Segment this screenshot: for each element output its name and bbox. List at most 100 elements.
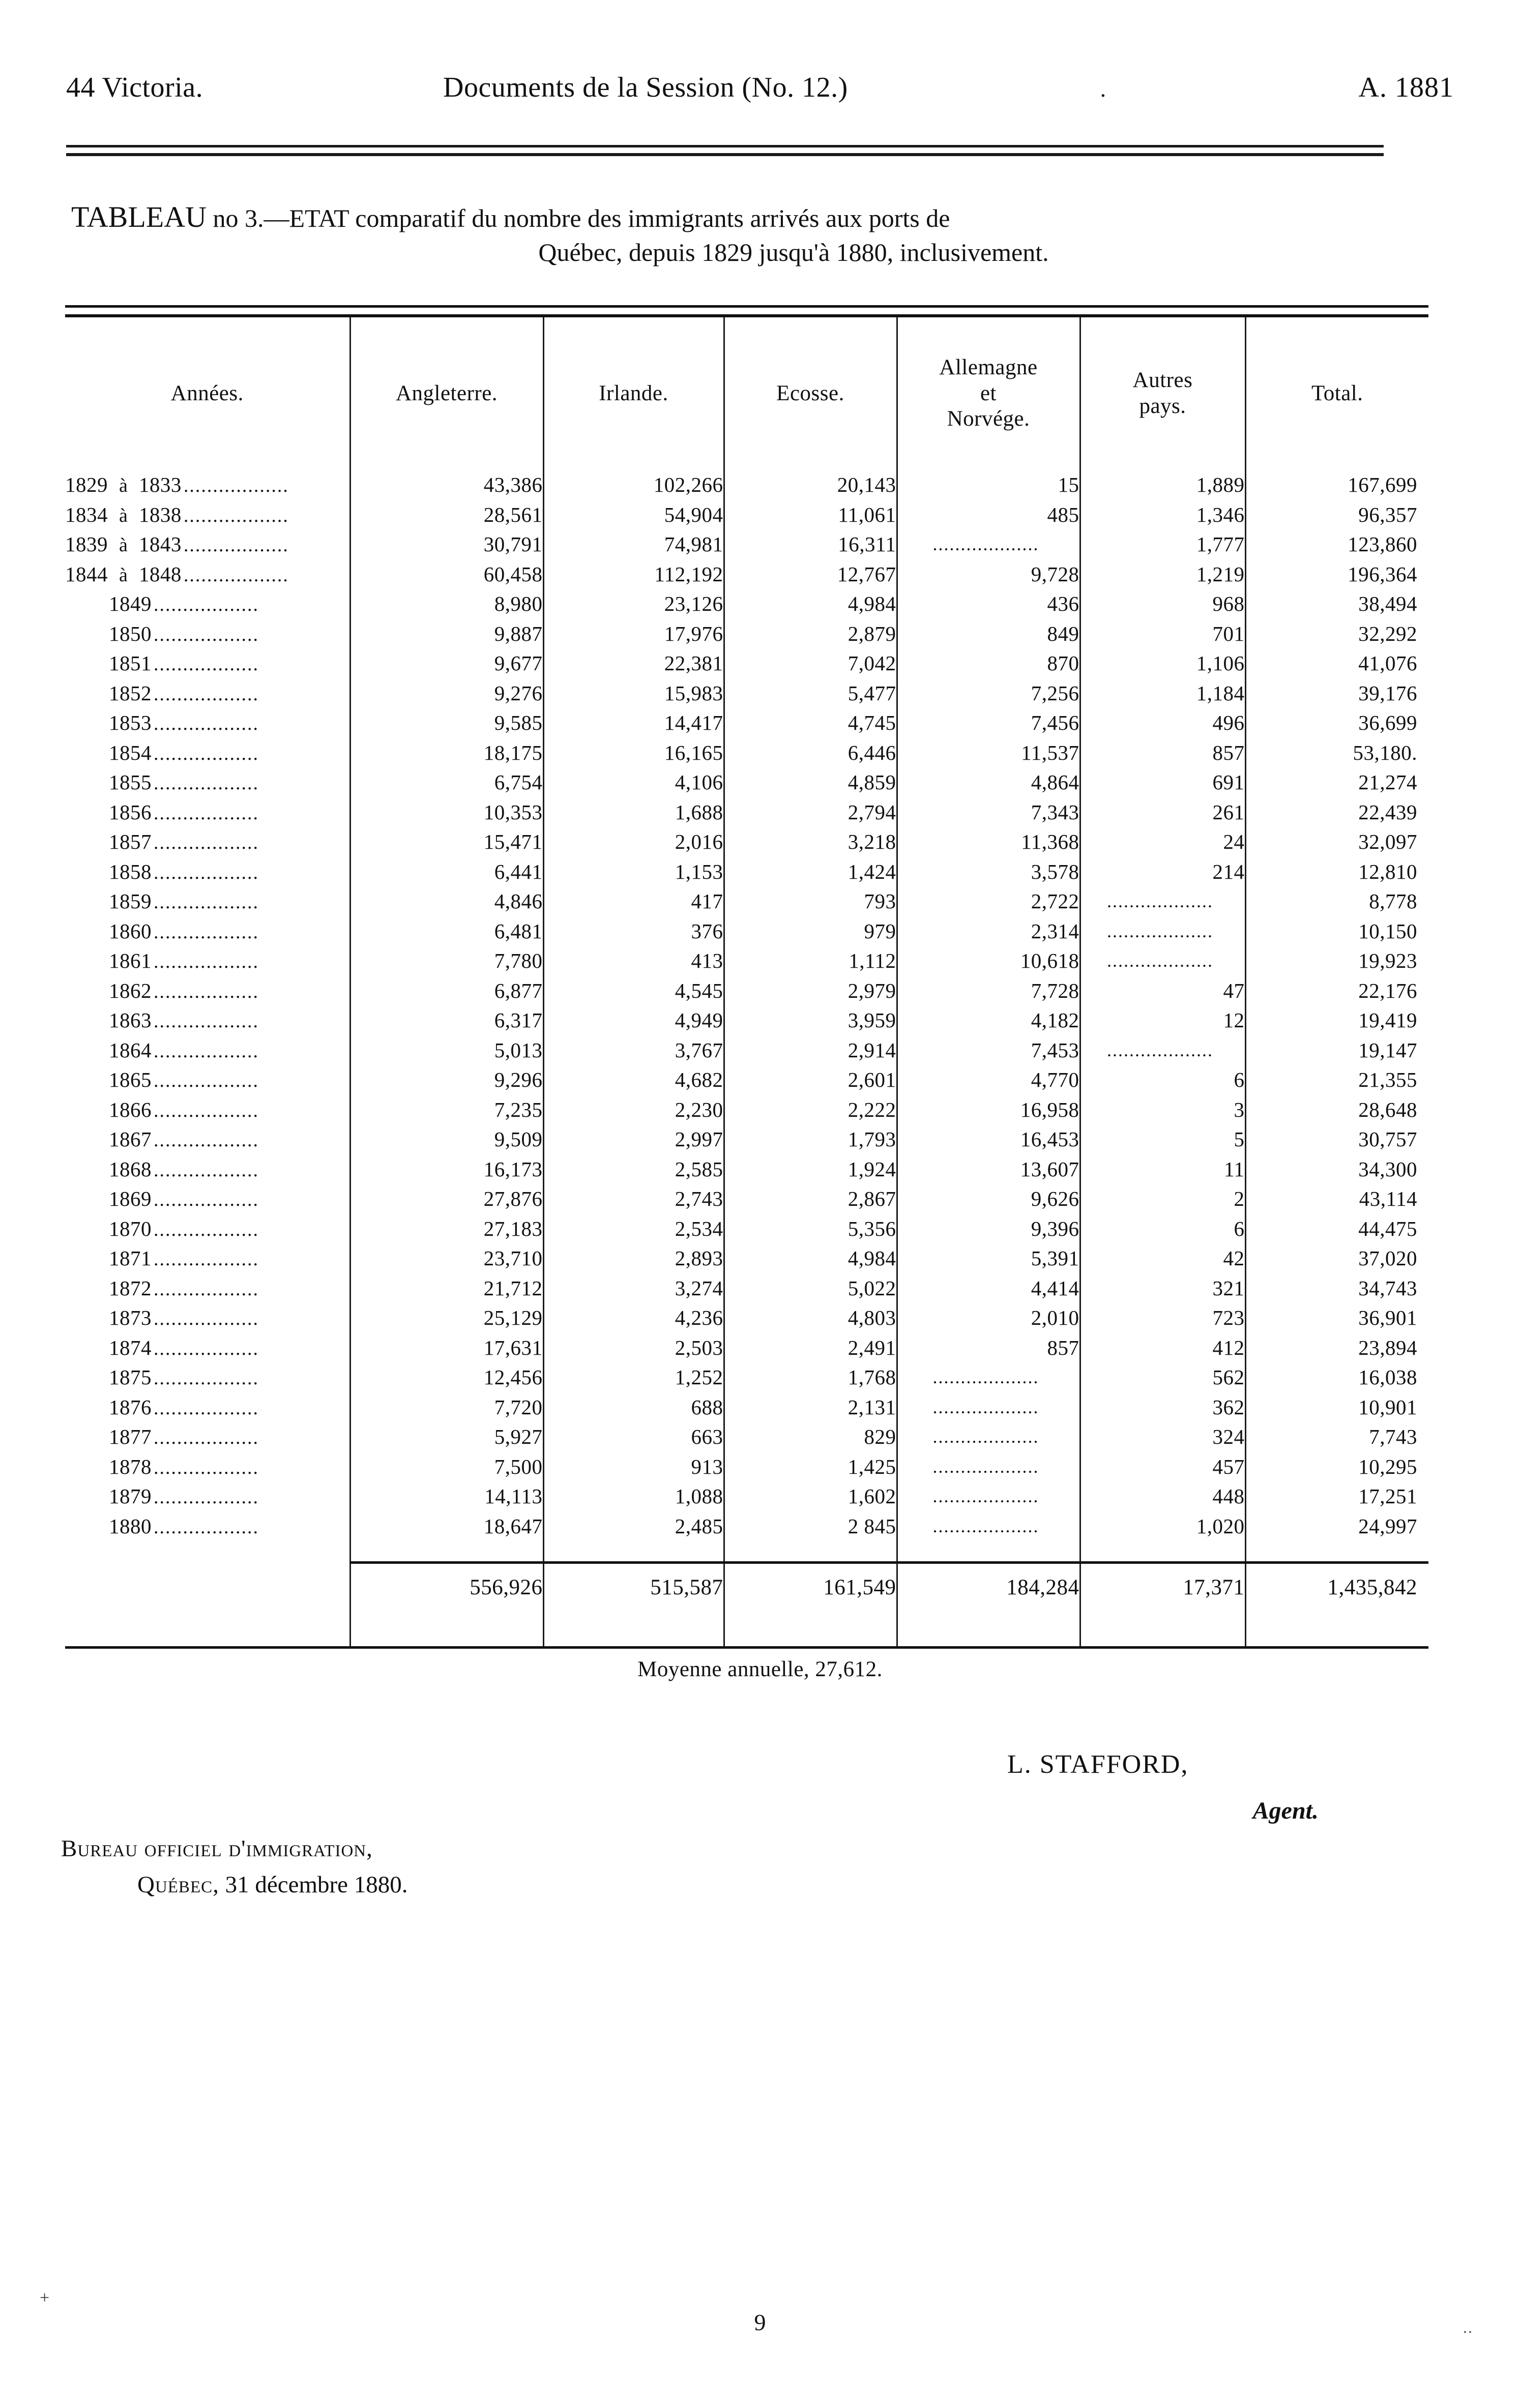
dot-leader: ..................: [154, 863, 259, 882]
header-rule-lower: [66, 153, 1384, 156]
cell-allemagne-norvege: 857: [897, 1332, 1081, 1362]
cell-angleterre: 7,235: [350, 1094, 544, 1124]
cell-annees: 1855..................: [65, 767, 351, 797]
running-head-right: A. 1881: [1358, 72, 1454, 103]
year-range-start: 1829: [65, 473, 108, 497]
dot-leader: ..................: [154, 714, 259, 734]
cell-irlande: 74,981: [543, 529, 725, 559]
table-row: 1855.................. 6,754 4,106 4,859 4,8…: [65, 767, 1428, 797]
totals-rule-row: [65, 1561, 1428, 1565]
table-row: 1861.................. 7,780 413 1,112 10,61…: [65, 946, 1428, 976]
table-row: 1867.................. 9,509 2,997 1,793 16,…: [65, 1124, 1428, 1154]
year-label: 1859: [109, 889, 152, 913]
spacer-cell: [897, 1611, 1081, 1646]
dot-leader: ..................: [154, 625, 259, 644]
year-label: 1861: [109, 949, 152, 973]
year-label: 1880: [109, 1514, 152, 1538]
cell-total: 36,699: [1358, 711, 1417, 735]
cell-irlande: 16,165: [543, 737, 725, 767]
cell-annees: 1839 à 1843..................: [65, 529, 351, 559]
cell-total: 10,295: [1358, 1454, 1417, 1478]
cell-allemagne-norvege: 849: [897, 618, 1081, 648]
cell-total: 21,274: [1358, 770, 1417, 794]
cell-allemagne-norvege: 13,607: [897, 1154, 1081, 1184]
cell-irlande: 15,983: [543, 678, 725, 708]
cell-angleterre: 14,113: [350, 1481, 544, 1511]
cell-total: 96,357: [1358, 502, 1417, 526]
cell-allemagne-norvege: 9,396: [897, 1213, 1081, 1243]
year-label: 1855: [109, 770, 152, 794]
totals-rule-cell: [350, 1561, 544, 1565]
cell-irlande: 102,266: [543, 470, 725, 500]
cell-allemagne-norvege: 7,453: [897, 1035, 1081, 1065]
cell-annees: 1852..................: [65, 678, 351, 708]
cell-autres-pays: 857: [1080, 737, 1246, 767]
cell-ecosse: 2,131: [724, 1392, 898, 1422]
cell-ecosse: 2,867: [724, 1184, 898, 1214]
table-row: 1877.................. 5,927 663 829.......…: [65, 1422, 1428, 1452]
office-block: Bureau officiel d'immigration, Québec, 3…: [61, 1831, 408, 1902]
cell-total: 32,097: [1358, 830, 1417, 854]
dot-leader: ..................: [154, 1488, 259, 1507]
cell-allemagne-norvege: 16,958: [897, 1094, 1081, 1124]
column-header-allemagne-norvege: Allemagne et Norvége.: [897, 317, 1081, 470]
cell-autres-pays: 12: [1080, 1005, 1246, 1035]
year-label: 1857: [109, 830, 152, 854]
totals-rule-cell: [1245, 1561, 1428, 1565]
year-label: 1878: [109, 1454, 152, 1478]
cell-ecosse: 2,601: [724, 1065, 898, 1095]
immigration-data-table: Années. Angleterre. Irlande. Ecosse. All…: [65, 317, 1428, 1646]
dot-leader: ..................: [183, 476, 289, 496]
cell-irlande: 417: [543, 886, 725, 916]
cell-autres-pays: 723: [1080, 1303, 1246, 1333]
cell-annees: 1864..................: [65, 1035, 351, 1065]
cell-angleterre: 8,980: [350, 589, 544, 619]
dot-leader: ..................: [183, 536, 289, 555]
cell-autres-pays: 321: [1080, 1273, 1246, 1303]
cell-angleterre: 21,712: [350, 1273, 544, 1303]
cell-annees: 1860..................: [65, 916, 351, 946]
dot-leader: ..................: [154, 1190, 259, 1210]
cell-autres-pays: ...................: [1080, 886, 1246, 916]
cell-angleterre: 17,631: [350, 1332, 544, 1362]
year-label: 1864: [109, 1038, 152, 1062]
cell-allemagne-norvege: 7,456: [897, 708, 1081, 738]
cell-irlande: 54,904: [543, 499, 725, 529]
table-row: 1856.................. 10,353 1,688 2,794 7,…: [65, 797, 1428, 827]
cell-total: 22,439: [1358, 800, 1417, 824]
cell-ecosse: 1,768: [724, 1362, 898, 1392]
cell-annees: 1867..................: [65, 1124, 351, 1154]
cell-irlande: 2,016: [543, 827, 725, 857]
year-label: 1870: [109, 1216, 152, 1240]
cell-ecosse: 1,424: [724, 856, 898, 886]
cell-autres-pays: 701: [1080, 618, 1246, 648]
cell-angleterre: 7,780: [350, 946, 544, 976]
total-angleterre: 556,926: [350, 1564, 544, 1611]
cell-autres-pays: ...................: [1080, 916, 1246, 946]
year-range-connector: à: [119, 504, 128, 526]
cell-angleterre: 7,720: [350, 1392, 544, 1422]
cell-allemagne-norvege: 2,314: [897, 916, 1081, 946]
signature-role: Agent.: [1252, 1797, 1319, 1824]
cell-autres-pays: 448: [1080, 1481, 1246, 1511]
column-header-annees-label: Années.: [170, 381, 244, 405]
table-row: 1853.................. 9,585 14,417 4,745 7,…: [65, 708, 1428, 738]
cell-annees: 1861..................: [65, 946, 351, 976]
cell-ecosse: 16,311: [724, 529, 898, 559]
cell-allemagne-norvege: 7,728: [897, 975, 1081, 1005]
cell-irlande: 2,485: [543, 1511, 725, 1541]
caption-lead-word: TABLEAU: [71, 200, 207, 233]
year-label: 1856: [109, 800, 152, 824]
column-header-angleterre-label: Angleterre.: [395, 381, 498, 405]
cell-irlande: 23,126: [543, 589, 725, 619]
table-row: 1868.................. 16,173 2,585 1,924 13…: [65, 1154, 1428, 1184]
totals-rule-cell: [897, 1561, 1081, 1565]
dot-leader: ..................: [154, 1339, 259, 1358]
cell-autres-pays: 412: [1080, 1332, 1246, 1362]
cell-ecosse: 2,222: [724, 1094, 898, 1124]
office-location-date: Québec, 31 décembre 1880.: [61, 1867, 408, 1903]
year-range-start: 1844: [65, 562, 108, 586]
cell-annees: 1834 à 1838..................: [65, 499, 351, 529]
cell-angleterre: 9,296: [350, 1065, 544, 1095]
cell-ecosse: 1,425: [724, 1451, 898, 1481]
